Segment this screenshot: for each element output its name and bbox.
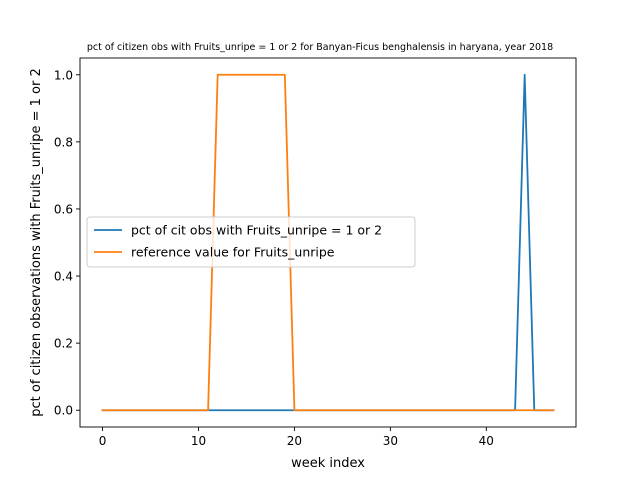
x-tick-label: 40 — [479, 434, 494, 448]
y-tick-label: 0.2 — [54, 337, 73, 351]
x-tick-label: 0 — [99, 434, 107, 448]
ticks-layer: 0 10 20 30 40 0.0 0.2 0.4 0.6 0.8 1.0 — [54, 68, 494, 448]
x-tick-label: 30 — [383, 434, 398, 448]
x-axis-label: week index — [291, 456, 365, 471]
series-layer — [101, 73, 555, 412]
y-tick-label: 1.0 — [54, 68, 73, 82]
y-tick-label: 0.4 — [54, 270, 73, 284]
series-line-1 — [101, 73, 555, 412]
legend-label-0: pct of cit obs with Fruits_unripe = 1 or… — [131, 223, 382, 238]
legend-box — [86, 216, 416, 268]
plot-frame — [79, 57, 577, 428]
y-tick-label: 0.8 — [54, 135, 73, 149]
x-tick-label: 10 — [191, 434, 206, 448]
y-tick-label: 0.0 — [54, 404, 73, 418]
legend: pct of cit obs with Fruits_unripe = 1 or… — [86, 216, 416, 268]
y-axis-label: pct of citizen observations with Fruits_… — [29, 68, 44, 417]
legend-label-1: reference value for Fruits_unripe — [131, 245, 335, 260]
chart-title: pct of citizen obs with Fruits_unripe = … — [87, 42, 553, 53]
x-tick-label: 20 — [287, 434, 302, 448]
y-tick-label: 0.6 — [54, 202, 73, 216]
